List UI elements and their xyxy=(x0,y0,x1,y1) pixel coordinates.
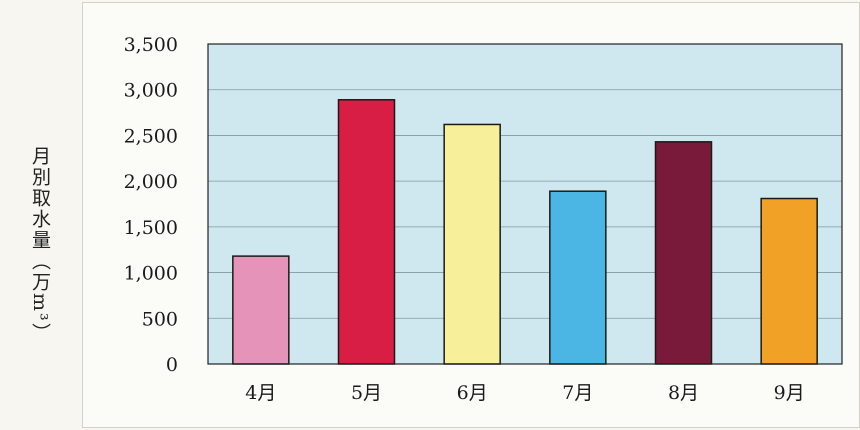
y-tick-label: 500 xyxy=(142,308,178,330)
y-tick-label: 3,500 xyxy=(124,34,178,56)
bar xyxy=(549,190,607,365)
x-category-label: 8月 xyxy=(668,382,699,404)
gridlines xyxy=(208,89,842,319)
x-category-label: 5月 xyxy=(351,382,382,404)
y-tick-label: 2,500 xyxy=(124,125,178,147)
bar xyxy=(232,255,290,365)
bar xyxy=(654,141,713,365)
x-category-label: 6月 xyxy=(457,382,488,404)
bar xyxy=(337,99,396,365)
plot-area xyxy=(208,44,842,364)
bar xyxy=(443,123,501,365)
bars xyxy=(232,99,818,365)
plot-border xyxy=(207,43,843,365)
x-category-label: 4月 xyxy=(245,382,276,404)
y-tick-label: 3,000 xyxy=(124,80,178,102)
y-tick-label: 1,500 xyxy=(124,217,178,239)
x-category-label: 7月 xyxy=(562,382,593,404)
x-category-labels: 4月 5月 6月 7月 8月 9月 xyxy=(245,382,804,404)
x-category-label: 9月 xyxy=(774,382,805,404)
y-tick-label: 1,000 xyxy=(124,263,178,285)
y-axis-label: 月別取水量（万m³） xyxy=(29,146,51,344)
bar xyxy=(760,197,818,365)
y-tick-label: 0 xyxy=(166,354,178,376)
y-tick-label: 2,000 xyxy=(124,171,178,193)
y-tick-labels: 0 500 1,000 1,500 2,000 2,500 3,000 3,500 xyxy=(124,34,178,376)
